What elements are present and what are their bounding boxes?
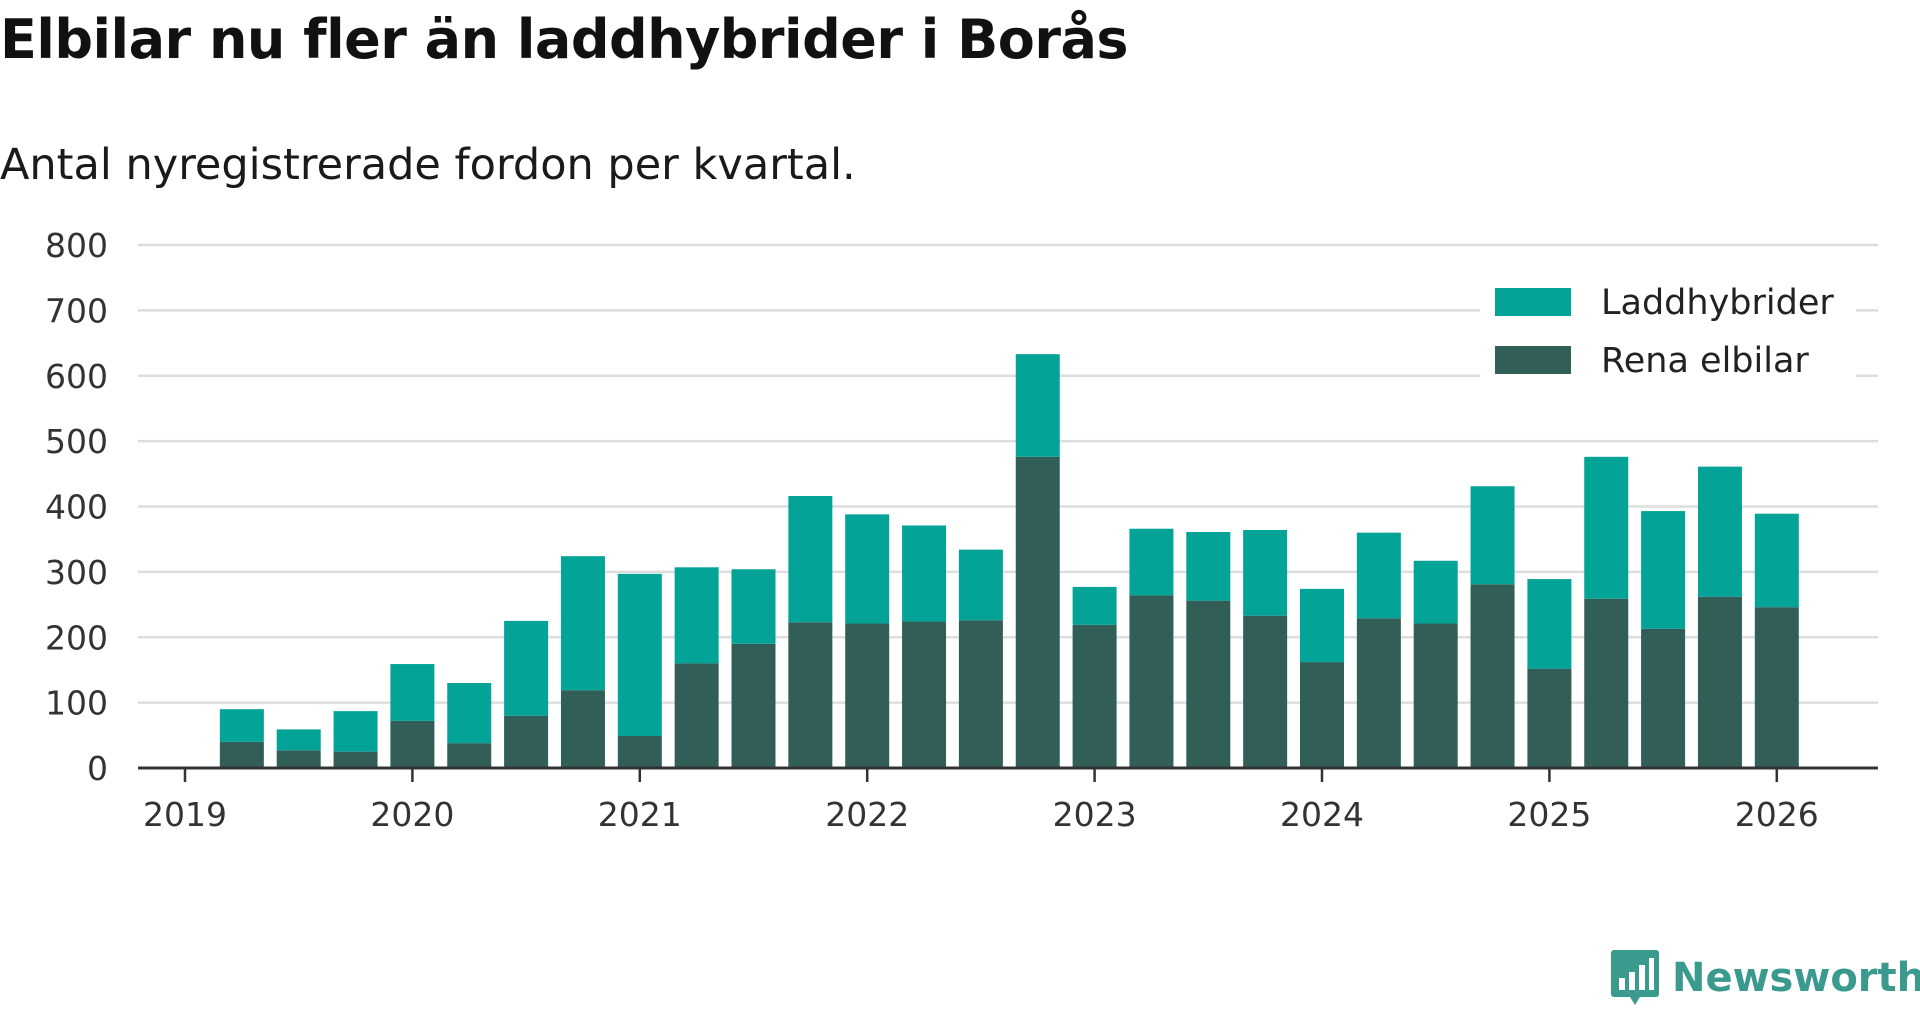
bar-rena-elbilar-2022-Q4 (1015, 456, 1060, 768)
bar-laddhybrider-2021-Q3 (731, 569, 776, 644)
x-tick-label: 2024 (1280, 795, 1364, 834)
bar-laddhybrider-2022-Q3 (958, 549, 1003, 621)
bar-rena-elbilar-2019-Q2 (219, 741, 264, 768)
bar-laddhybrider-2020-Q1 (390, 664, 435, 721)
bar-rena-elbilar-2025-Q1 (1527, 668, 1572, 768)
bar-laddhybrider-2023-Q1 (1072, 586, 1117, 625)
bar-laddhybrider-2019-Q4 (333, 711, 378, 752)
bar-rena-elbilar-2019-Q4 (333, 751, 378, 768)
bar-rena-elbilar-2025-Q2 (1584, 598, 1629, 768)
bar-rena-elbilar-2021-Q1 (617, 735, 662, 768)
y-tick-label: 0 (87, 749, 108, 788)
bar-chart-speech-bubble-icon (1611, 950, 1659, 1005)
bar-laddhybrider-2022-Q1 (845, 514, 890, 624)
x-tick-label: 2022 (825, 795, 909, 834)
legend-swatch (1495, 346, 1571, 374)
x-axis: 2019 2020 2021 2022 2023 2024 2025 2026 (138, 766, 1878, 834)
bars (219, 354, 1799, 768)
x-tick-label: 2019 (143, 795, 227, 834)
bar-rena-elbilar-2023-Q2 (1129, 595, 1174, 768)
bar-laddhybrider-2023-Q2 (1129, 528, 1174, 596)
chart-subtitle: Antal nyregistrerade fordon per kvartal. (0, 140, 856, 190)
bar-rena-elbilar-2023-Q3 (1186, 600, 1231, 768)
x-tick-label: 2023 (1053, 795, 1137, 834)
bar-laddhybrider-2021-Q4 (788, 496, 833, 623)
bar-laddhybrider-2025-Q4 (1697, 466, 1742, 597)
bar-laddhybrider-2023-Q3 (1186, 531, 1231, 601)
y-tick-label: 200 (45, 618, 108, 657)
y-tick-label: 400 (45, 488, 108, 527)
bar-laddhybrider-2020-Q3 (504, 620, 549, 716)
bar-rena-elbilar-2020-Q2 (447, 743, 492, 768)
bar-rena-elbilar-2024-Q1 (1300, 662, 1344, 768)
y-tick-label: 300 (45, 553, 108, 592)
chart-title: Elbilar nu fler än laddhybrider i Borås (0, 8, 1129, 71)
x-tick-label: 2025 (1507, 795, 1591, 834)
bar-rena-elbilar-2020-Q3 (504, 715, 549, 768)
x-tick-label: 2026 (1735, 795, 1819, 834)
bar-rena-elbilar-2023-Q1 (1072, 624, 1117, 768)
newsworthy-brand: Newsworthy (1610, 948, 1920, 1008)
legend-swatch (1495, 288, 1571, 316)
bar-rena-elbilar-2021-Q3 (731, 643, 776, 768)
bar-rena-elbilar-2020-Q1 (390, 720, 435, 768)
bar-rena-elbilar-2022-Q1 (845, 623, 890, 768)
bar-laddhybrider-2022-Q4 (1015, 354, 1060, 457)
bar-rena-elbilar-2021-Q4 (788, 622, 833, 768)
bar-laddhybrider-2019-Q3 (276, 729, 321, 751)
brand-name: Newsworthy (1672, 955, 1920, 1001)
y-tick-label: 500 (45, 422, 108, 461)
bar-rena-elbilar-2024-Q4 (1470, 584, 1515, 768)
bar-laddhybrider-2019-Q2 (219, 709, 264, 742)
y-axis-ticks: 0 100 200 300 400 500 600 700 800 (45, 226, 108, 788)
bar-rena-elbilar-2022-Q2 (902, 621, 947, 768)
y-tick-label: 100 (45, 684, 108, 723)
bar-laddhybrider-2024-Q1 (1300, 588, 1344, 663)
bar-laddhybrider-2021-Q1 (617, 573, 662, 736)
y-tick-label: 800 (45, 226, 108, 265)
bar-laddhybrider-2023-Q4 (1243, 530, 1288, 616)
bar-laddhybrider-2025-Q1 (1527, 579, 1572, 669)
bar-rena-elbilar-2020-Q4 (560, 690, 605, 768)
bar-laddhybrider-2025-Q3 (1641, 511, 1686, 629)
y-tick-label: 700 (45, 291, 108, 330)
bar-laddhybrider-2020-Q2 (447, 683, 492, 744)
bar-laddhybrider-2024-Q2 (1356, 532, 1401, 619)
legend-label: Laddhybrider (1601, 283, 1834, 323)
bar-rena-elbilar-2024-Q3 (1413, 623, 1458, 768)
bar-rena-elbilar-2025-Q3 (1641, 628, 1686, 768)
bar-laddhybrider-2024-Q4 (1470, 486, 1515, 585)
legend-label: Rena elbilar (1601, 341, 1809, 381)
bar-laddhybrider-2024-Q3 (1413, 560, 1458, 624)
legend: Laddhybrider Rena elbilar (1480, 268, 1856, 386)
x-tick-label: 2021 (598, 795, 682, 834)
bar-rena-elbilar-2019-Q3 (276, 750, 321, 768)
bar-rena-elbilar-2022-Q3 (958, 620, 1003, 768)
bar-laddhybrider-2025-Q2 (1584, 456, 1629, 599)
bar-rena-elbilar-2026-Q1 (1754, 607, 1799, 768)
y-tick-label: 600 (45, 357, 108, 396)
bar-rena-elbilar-2023-Q4 (1243, 615, 1288, 768)
bar-laddhybrider-2022-Q2 (902, 525, 947, 622)
x-tick-label: 2020 (370, 795, 454, 834)
bar-laddhybrider-2021-Q2 (674, 567, 719, 664)
bar-rena-elbilar-2024-Q2 (1356, 618, 1401, 768)
bar-rena-elbilar-2025-Q4 (1697, 596, 1742, 768)
bar-laddhybrider-2020-Q4 (560, 556, 605, 691)
bar-rena-elbilar-2021-Q2 (674, 663, 719, 768)
bar-laddhybrider-2026-Q1 (1754, 513, 1799, 608)
